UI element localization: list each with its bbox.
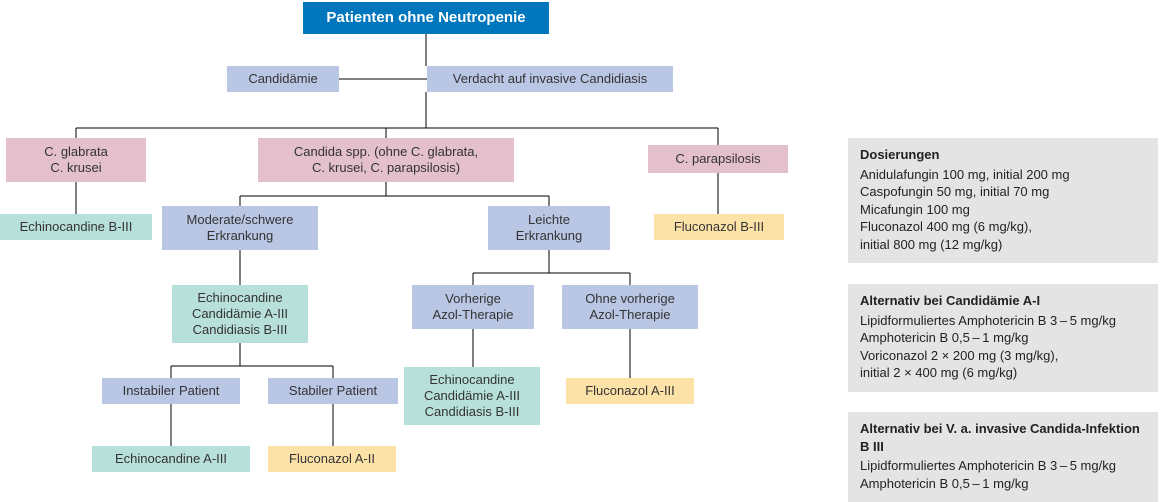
panel-title: Dosierungen [860,146,1146,164]
node-ohne-vorherige: Ohne vorherige Azol-Therapie [562,285,698,329]
panel-line: Voriconazol 2 × 200 mg (3 mg/kg), [860,347,1146,365]
panel-line: Amphotericin B 0,5 – 1 mg/kg [860,329,1146,347]
node-candida-spp: Candida spp. (ohne C. glabrata, C. kruse… [258,138,514,182]
node-root: Patienten ohne Neutropenie [303,2,549,34]
node-verdacht: Verdacht auf invasive Candidiasis [427,66,673,92]
panel-title: Alternativ bei Candidämie A-I [860,292,1146,310]
panel-line: Amphotericin B 0,5 – 1 mg/kg [860,475,1146,493]
node-echino-cand-a: Echinocandine Candidämie A-III Candidias… [172,285,308,343]
panel-title: Alternativ bei V. a. invasive Candida-In… [860,420,1146,455]
panel-line: initial 2 × 400 mg (6 mg/kg) [860,364,1146,382]
node-echino-a3: Echinocandine A-III [92,446,250,472]
node-fluconazol-a3: Fluconazol A-III [566,378,694,404]
node-parapsilosis: C. parapsilosis [648,145,788,173]
panel-line: Micafungin 100 mg [860,201,1146,219]
node-echino-cand-b: Echinocandine Candidämie A-III Candidias… [404,367,540,425]
panel-line: Anidulafungin 100 mg, initial 200 mg [860,166,1146,184]
panel-line: Lipidformuliertes Amphotericin B 3 – 5 m… [860,457,1146,475]
node-glabrata: C. glabrata C. krusei [6,138,146,182]
panel-alternativ-ai: Alternativ bei Candidämie A-I Lipidformul… [848,284,1158,392]
node-fluconazol-b3: Fluconazol B-III [654,214,784,240]
panel-line: Fluconazol 400 mg (6 mg/kg), [860,218,1146,236]
panel-line: Caspofungin 50 mg, initial 70 mg [860,183,1146,201]
panel-line: initial 800 mg (12 mg/kg) [860,236,1146,254]
node-mod-schwere: Moderate/schwere Erkrankung [162,206,318,250]
panel-alternativ-b3: Alternativ bei V. a. invasive Candida-In… [848,412,1158,502]
node-instabil: Instabiler Patient [102,378,240,404]
node-fluconazol-a2: Fluconazol A-II [268,446,396,472]
node-vorherige: Vorherige Azol-Therapie [412,285,534,329]
node-echino-b3: Echinocandine B-III [0,214,152,240]
node-leichte: Leichte Erkrankung [488,206,610,250]
panel-dosierungen: Dosierungen Anidulafungin 100 mg, initial… [848,138,1158,263]
panel-line: Lipidformuliertes Amphotericin B 3 – 5 m… [860,312,1146,330]
node-candidamie: Candidämie [227,66,339,92]
node-stabil: Stabiler Patient [268,378,398,404]
